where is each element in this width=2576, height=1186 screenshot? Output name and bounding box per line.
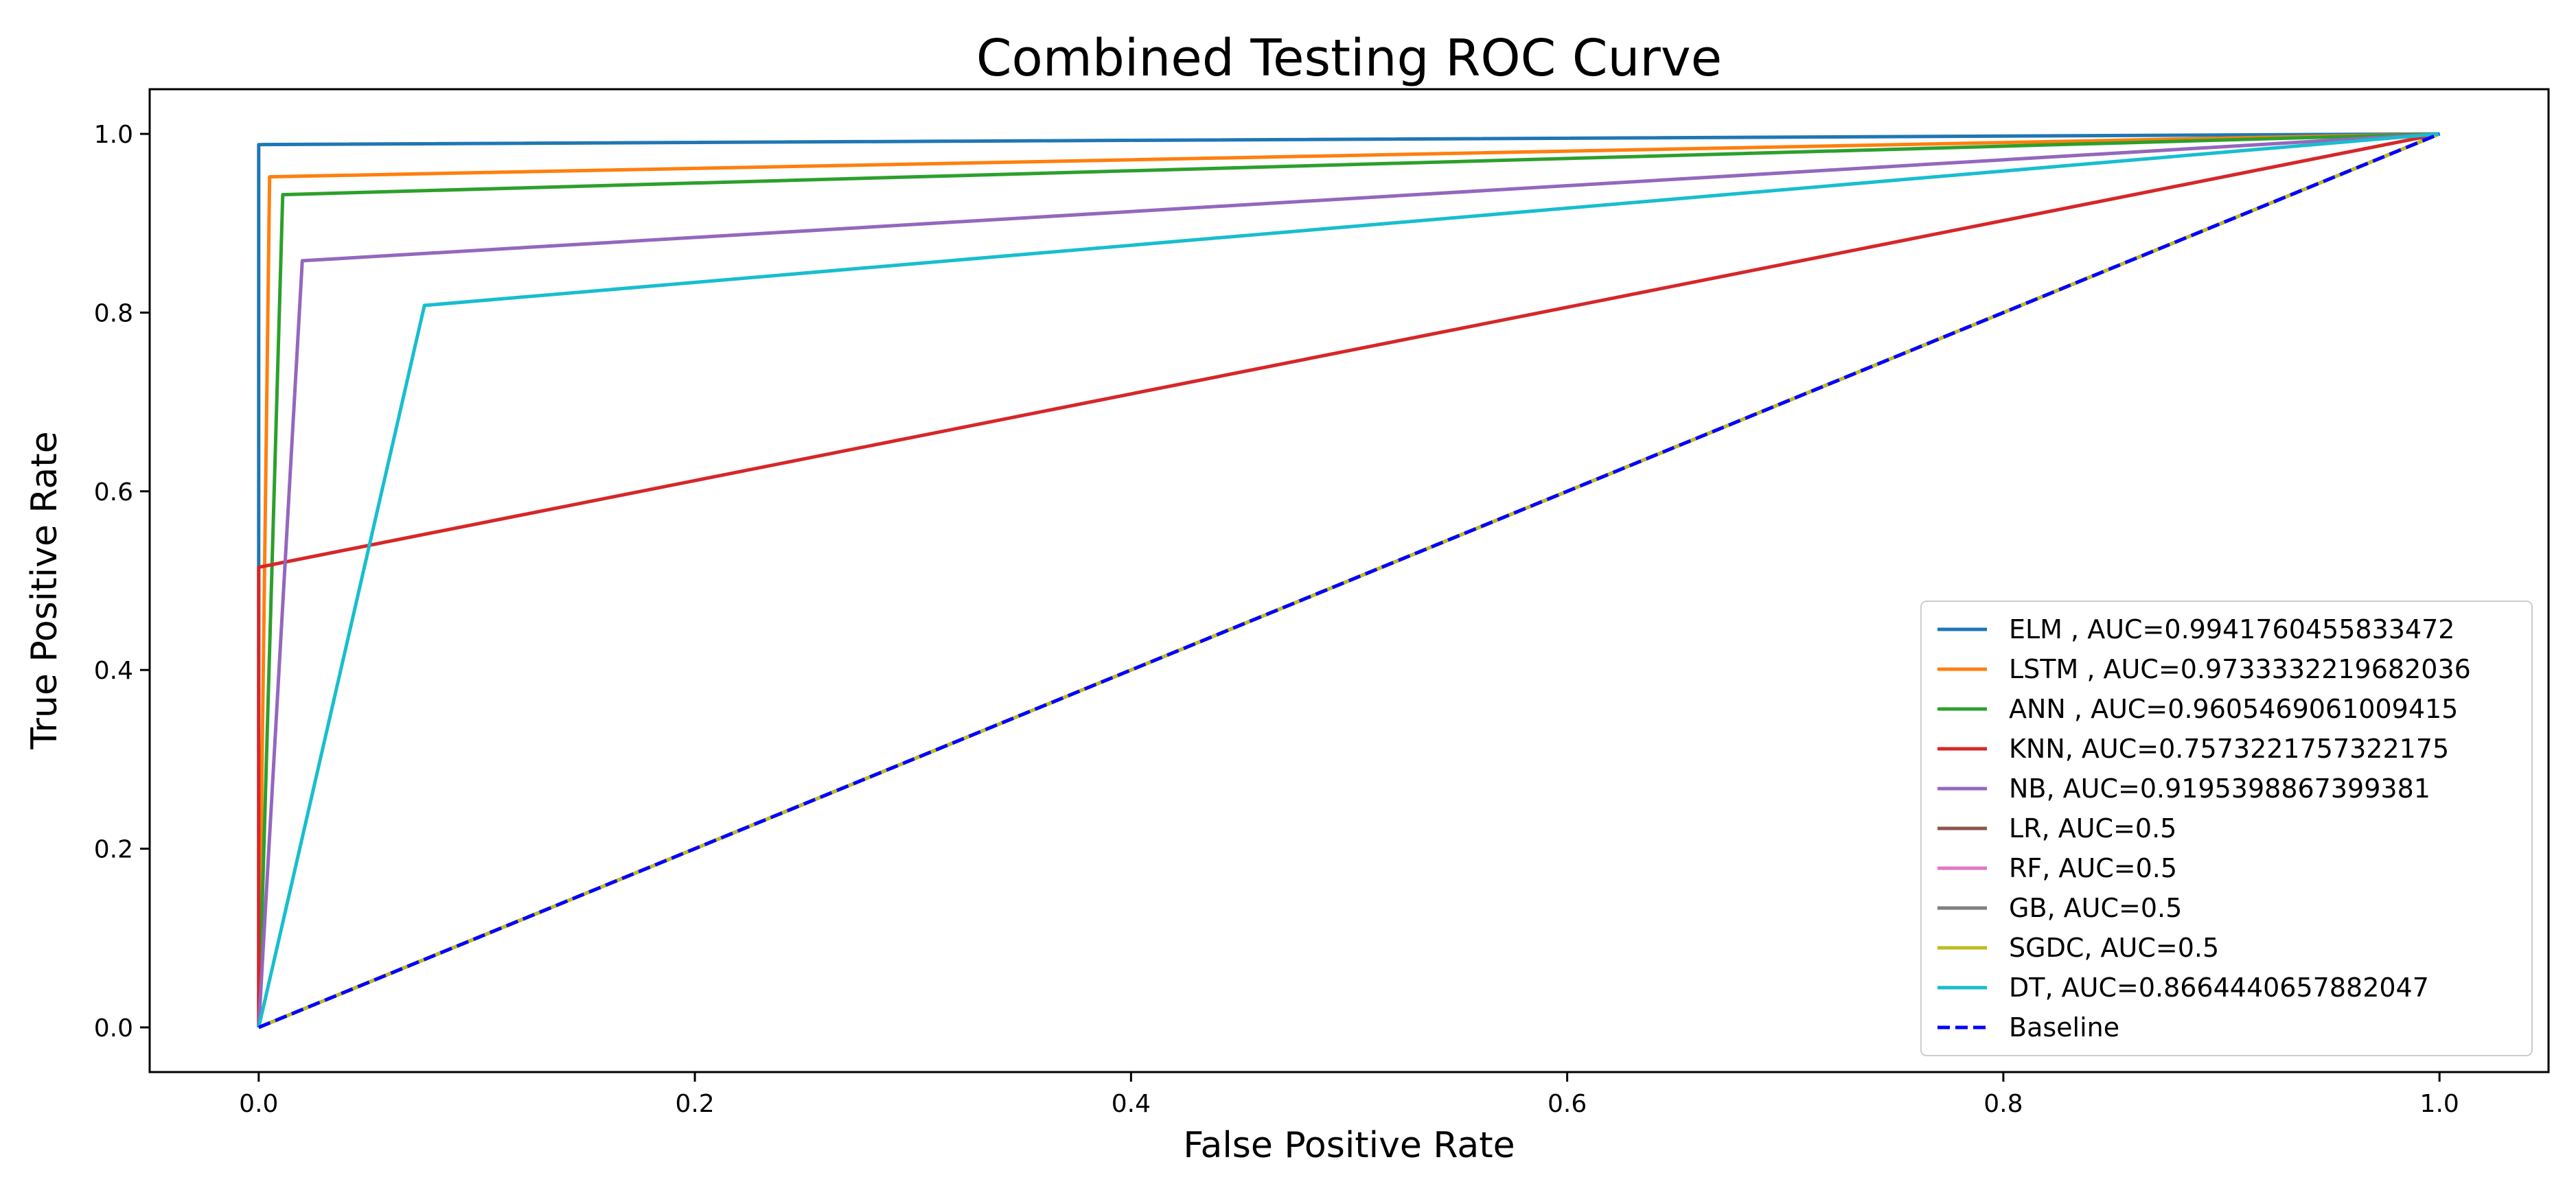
plot-frame [148,88,2550,1073]
legend-label-3: KNN, AUC=0.7573221757322175 [2009,734,2449,764]
y-axis-label: True Positive Rate [24,431,65,749]
legend-label-8: SGDC, AUC=0.5 [2009,933,2219,963]
x-axis-label: False Positive Rate [1183,1125,1515,1166]
x-tick-label-5: 1.0 [2420,1090,2459,1118]
series-line-9 [257,132,2440,1028]
legend-box [1920,601,2533,1056]
x-tick-label-0: 0.0 [239,1090,278,1118]
series-line-10 [257,132,2441,1030]
y-tick-label-2: 0.4 [94,657,133,685]
x-tick-label-1: 0.2 [675,1090,714,1118]
series-line-3 [257,132,2440,1027]
legend-label-10: Baseline [2009,1012,2119,1043]
series-line-2 [257,132,2440,1027]
chart-title: Combined Testing ROC Curve [976,29,1722,88]
x-tick-label-2: 0.4 [1112,1090,1151,1118]
legend-label-7: GB, AUC=0.5 [2009,893,2182,923]
y-tick-label-5: 1.0 [94,121,133,149]
x-tick-label-4: 0.8 [1983,1090,2023,1118]
legend-label-4: NB, AUC=0.9195398867399381 [2009,774,2430,804]
legend-label-6: RF, AUC=0.5 [2009,853,2177,883]
y-tick-label-1: 0.2 [94,836,133,864]
legend-label-9: DT, AUC=0.8664440657882047 [2009,973,2429,1003]
y-tick-label-4: 0.8 [94,299,133,327]
legend: ELM , AUC=0.9941760455833472 LSTM , AUC=0… [1920,601,2533,1056]
series-line-4 [257,132,2440,1028]
axis-ticks: 0.0 0.2 0.4 0.6 0.8 1.0 0.0 0.2 0.4 0.6 0.8 1.0 [94,121,2459,1118]
series-line-1 [257,132,2440,1027]
plot-lines [257,132,2441,1030]
legend-label-0: ELM , AUC=0.9941760455833472 [2009,614,2454,644]
legend-label-5: LR, AUC=0.5 [2009,813,2176,844]
legend-label-1: LSTM , AUC=0.9733332219682036 [2009,654,2471,684]
y-tick-label-3: 0.6 [94,478,133,507]
legend-label-2: ANN , AUC=0.9605469061009415 [2009,694,2458,724]
y-tick-label-0: 0.0 [94,1014,133,1043]
x-tick-label-3: 0.6 [1548,1090,1587,1118]
